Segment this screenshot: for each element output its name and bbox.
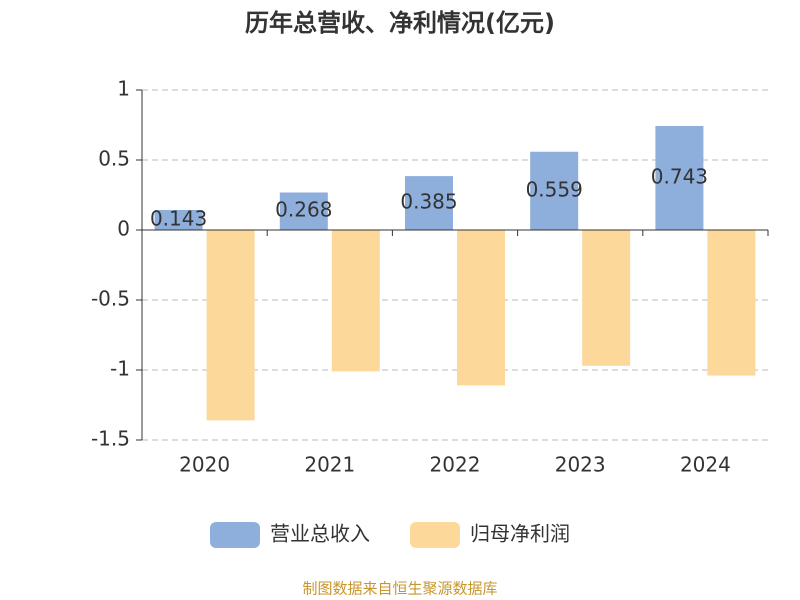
y-tick-label: 1 bbox=[117, 77, 130, 101]
y-tick-label: 0 bbox=[117, 217, 130, 241]
legend-swatch bbox=[210, 522, 260, 548]
data-label: 0.559 bbox=[526, 177, 583, 201]
bar bbox=[206, 230, 255, 421]
chart-title: 历年总营收、净利情况(亿元) bbox=[245, 9, 555, 37]
data-label: 0.143 bbox=[150, 206, 207, 230]
bar bbox=[530, 151, 579, 230]
y-tick-label: 0.5 bbox=[98, 147, 130, 171]
bar bbox=[279, 192, 328, 230]
x-tick-label: 2021 bbox=[304, 453, 355, 477]
bar bbox=[582, 230, 631, 366]
x-tick-label: 2022 bbox=[430, 453, 481, 477]
bar bbox=[655, 125, 704, 230]
bar bbox=[331, 230, 380, 372]
y-tick-label: -1.5 bbox=[91, 427, 130, 451]
x-tick-label: 2024 bbox=[680, 453, 731, 477]
bar bbox=[457, 230, 505, 386]
y-tick-label: -0.5 bbox=[91, 287, 130, 311]
legend-label: 营业总收入 bbox=[270, 522, 370, 546]
bar bbox=[405, 176, 453, 230]
x-tick-label: 2023 bbox=[555, 453, 606, 477]
legend-label: 归母净利润 bbox=[470, 522, 570, 546]
bar bbox=[154, 209, 203, 230]
x-tick-label: 2020 bbox=[179, 453, 230, 477]
source-note: 制图数据来自恒生聚源数据库 bbox=[302, 580, 497, 598]
legend-swatch bbox=[410, 522, 460, 548]
data-label: 0.268 bbox=[275, 198, 332, 222]
data-label: 0.385 bbox=[400, 190, 457, 214]
data-label: 0.743 bbox=[651, 164, 708, 188]
y-tick-label: -1 bbox=[110, 357, 130, 381]
bar bbox=[707, 230, 756, 376]
